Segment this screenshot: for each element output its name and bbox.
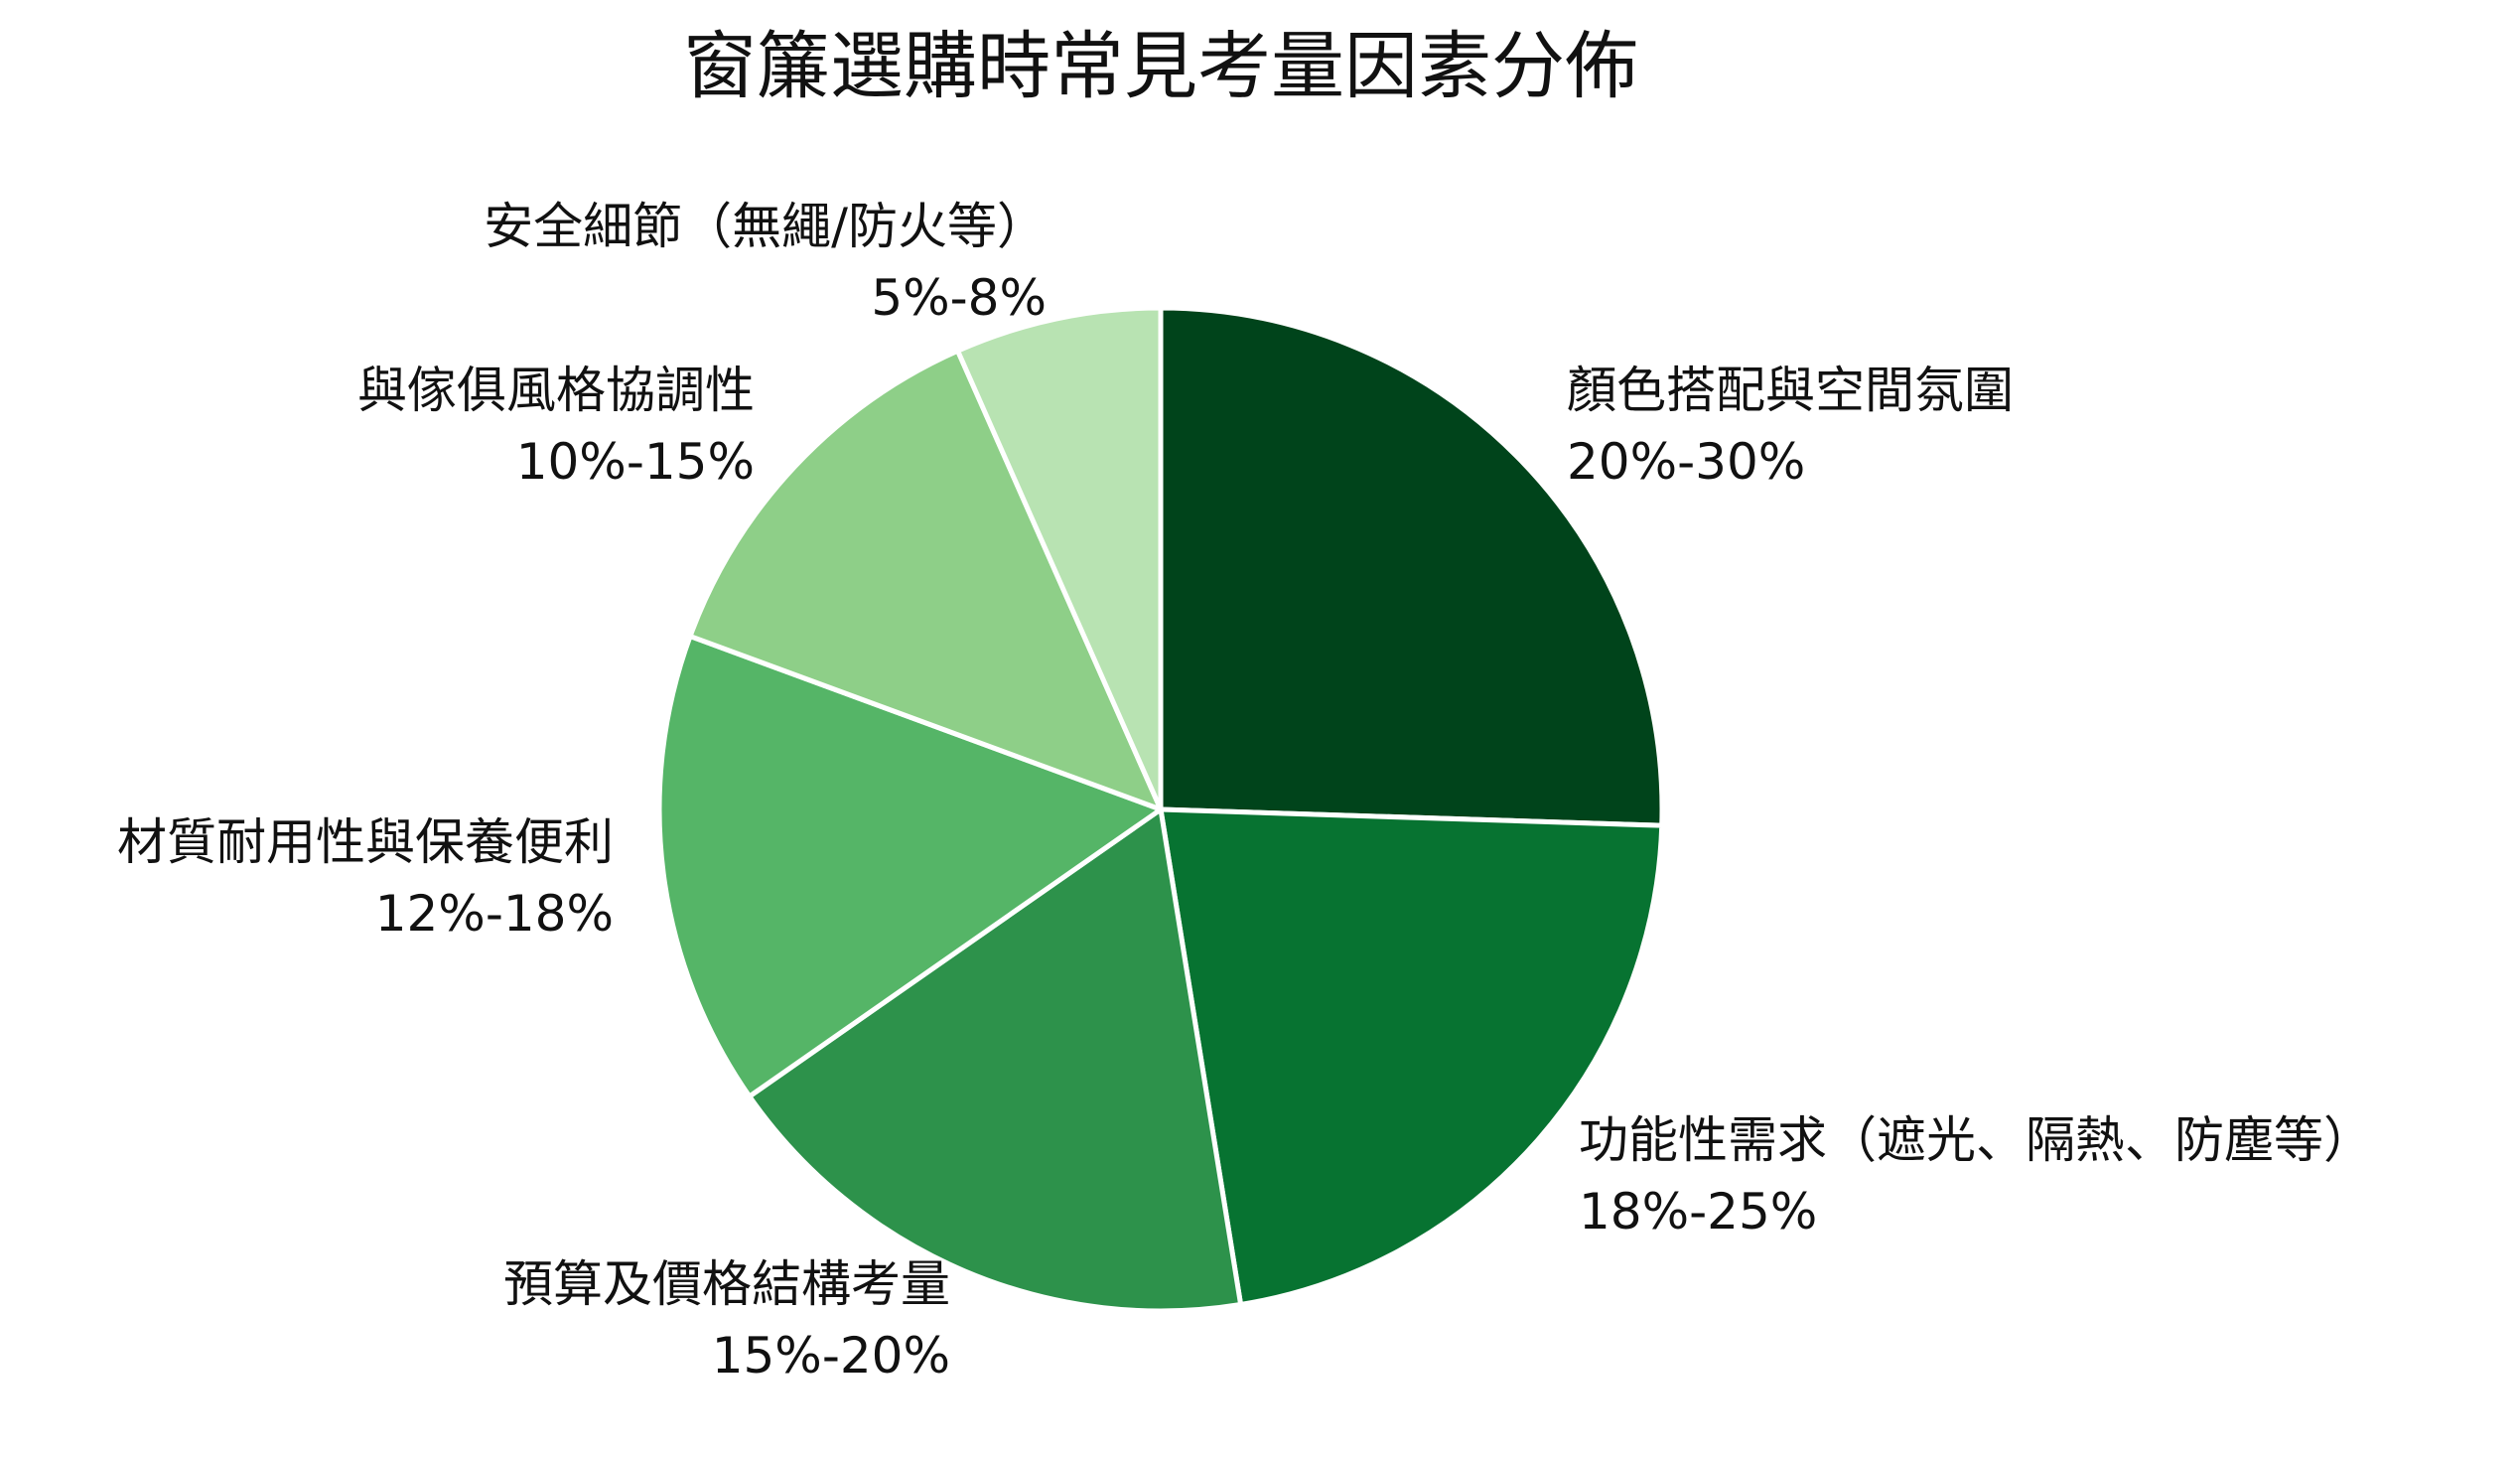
pie-slice	[955, 305, 1164, 812]
pie-slices	[656, 305, 1665, 1314]
pie-slice	[1158, 305, 1665, 828]
pie-slice	[747, 806, 1244, 1314]
slice-range-label: 10%-15%	[516, 433, 755, 491]
pie-slice	[1158, 806, 1665, 1308]
slice-label: 顏色搭配與空間氛圍	[1567, 362, 2014, 419]
pie-labels: 顏色搭配與空間氛圍 20%-30% 功能性需求（遮光、隔熱、防塵等） 18%-25% 預…	[117, 198, 2373, 1385]
slice-label: 材質耐用性與保養便利	[117, 813, 614, 871]
slice-range-label: 5%-8%	[871, 269, 1047, 327]
pie-slice	[687, 348, 1164, 812]
slice-range-label: 12%-18%	[375, 885, 614, 943]
slice-range-label: 20%-30%	[1567, 433, 1805, 491]
slice-label: 與傢俱風格協調性	[357, 362, 755, 419]
chart-title: 窗簾選購時常見考量因素分佈	[683, 24, 1638, 109]
pie-slice	[656, 634, 1164, 1099]
slice-label: 功能性需求（遮光、隔熱、防塵等）	[1579, 1111, 2373, 1169]
slice-range-label: 18%-25%	[1579, 1183, 1817, 1240]
slice-label: 安全細節（無繩/防火等）	[484, 198, 1047, 255]
slice-label: 預算及價格結構考量	[503, 1255, 950, 1313]
slice-range-label: 15%-20%	[712, 1327, 950, 1385]
